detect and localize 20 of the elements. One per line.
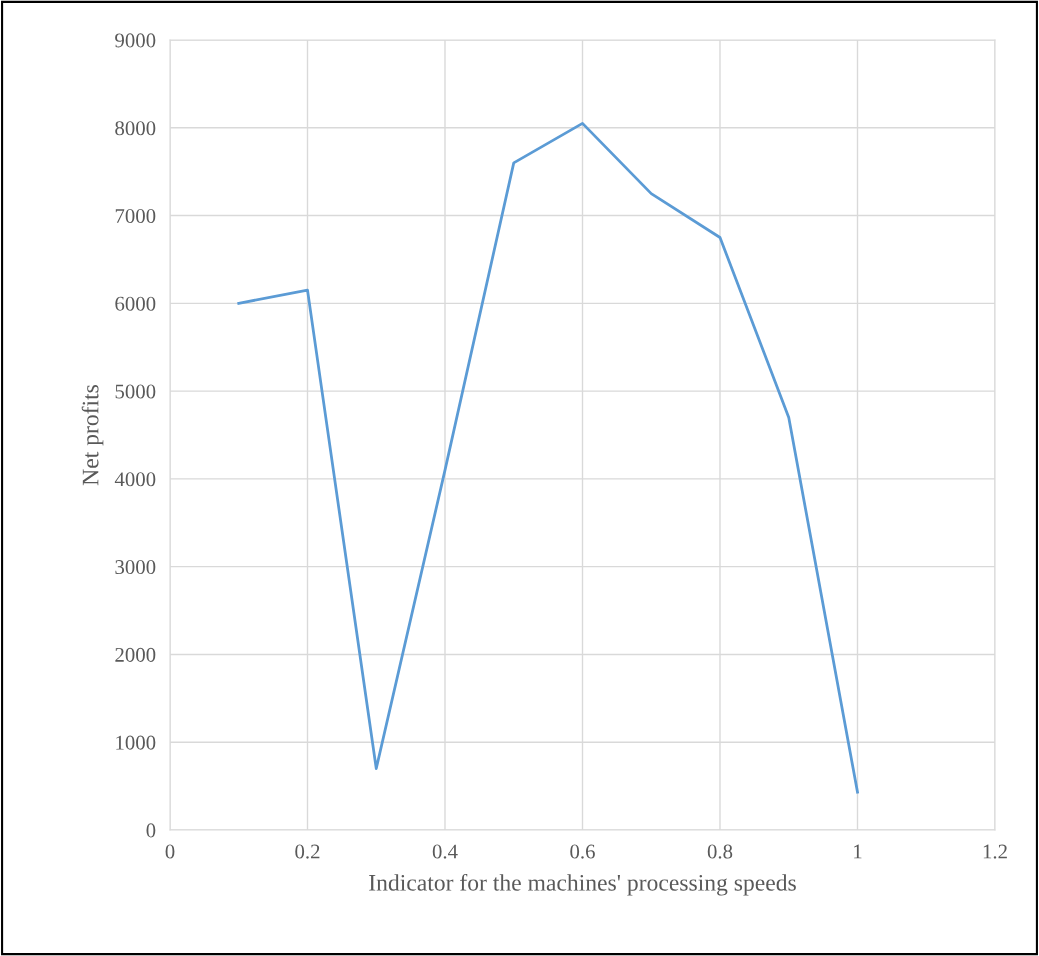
y-tick-label: 1000 <box>116 735 156 750</box>
x-tick-label: 0.8 <box>707 844 733 859</box>
x-tick-label: 0.4 <box>432 844 458 859</box>
y-tick-label: 8000 <box>115 121 156 136</box>
y-tick-label: 7000 <box>115 208 156 223</box>
x-tick-label: 1.2 <box>983 844 1007 859</box>
x-tick-label: 0.2 <box>295 844 320 859</box>
x-tick-label: 0.6 <box>570 844 595 859</box>
line-series <box>237 122 859 794</box>
y-tick-label: 3000 <box>115 560 156 575</box>
y-axis-title: Net profits <box>81 385 104 486</box>
y-tick-label: 0 <box>146 823 156 838</box>
y-tick-label: 2000 <box>115 647 156 662</box>
y-tick-label: 9000 <box>115 33 156 48</box>
y-tick-label: 6000 <box>115 296 156 311</box>
y-tick-label: 4000 <box>114 472 156 487</box>
x-tick-label: 1 <box>854 844 862 859</box>
x-tick-label: 0 <box>165 844 175 859</box>
x-axis-title: Indicator for the machines' processing speeds <box>369 873 796 896</box>
y-tick-label: 5000 <box>115 384 156 399</box>
